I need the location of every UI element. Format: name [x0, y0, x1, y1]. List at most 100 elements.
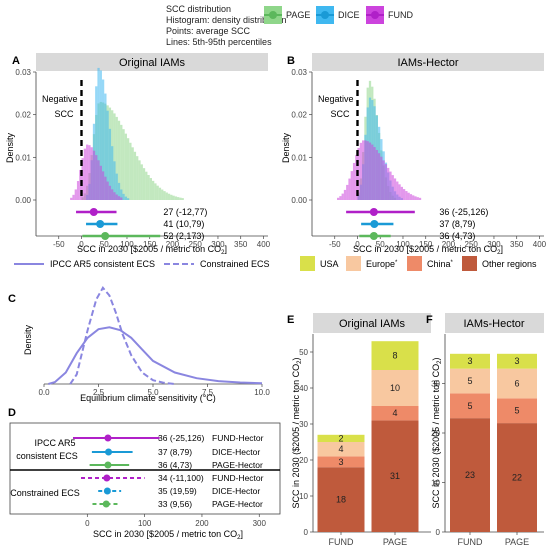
panel-label-c: C	[8, 293, 16, 305]
region-label-europe-sup: *	[395, 260, 398, 266]
legend-key-page-dot	[269, 11, 277, 19]
hist-bar-fund	[348, 178, 351, 200]
x-tick-label: 300	[487, 240, 501, 249]
hist-bar-fund	[377, 153, 381, 200]
hist-bar-fund	[343, 189, 347, 200]
negative-scc-label: SCC	[330, 109, 350, 119]
panel-f-strip	[445, 313, 544, 333]
region-key-europe	[346, 256, 361, 271]
stack-segment-europe-	[450, 368, 490, 394]
negative-scc-label: SCC	[54, 109, 74, 119]
hist-bar-page	[140, 164, 143, 200]
y-tick-label: 50	[299, 348, 308, 357]
x-tick-label: 300	[211, 240, 225, 249]
category-label: FUND	[329, 537, 354, 547]
summary-label-fund: 27 (-12,77)	[163, 207, 207, 217]
hist-bar-fund	[352, 162, 356, 200]
hist-bar-fund	[339, 196, 342, 200]
hist-bar-fund	[364, 140, 367, 200]
hist-bar-fund	[389, 171, 392, 200]
panel-e-title: Original IAMs	[339, 318, 406, 330]
row-model-label: FUND-Hector	[212, 433, 264, 443]
x-tick-label: 250	[189, 240, 203, 249]
panel-e-ylabel-end: )	[291, 358, 301, 361]
panel-b-strip	[312, 53, 544, 71]
mean-point-fund	[89, 208, 98, 216]
panel-f-ylabel: SCC in 2030 ($2005 / metric ton CO2)	[431, 358, 443, 509]
x-tick-label: 10.0	[254, 388, 270, 397]
region-label-china: China*	[427, 259, 454, 269]
region-label-china-sup: *	[451, 260, 454, 266]
mean-point-fund-hector	[104, 434, 112, 442]
ipcc-ecs-line	[48, 326, 263, 385]
category-label: PAGE	[505, 537, 529, 547]
hist-bar-fund	[70, 197, 73, 200]
top-legend: SCC distribution Histogram: density dist…	[166, 4, 287, 47]
x-tick-label: 200	[442, 240, 456, 249]
stack-segment-usa	[497, 353, 537, 369]
x-tick-label: 250	[465, 240, 479, 249]
legend-label-page: PAGE	[286, 10, 310, 20]
mean-point-page	[369, 232, 378, 240]
summary-label-dice: 37 (8,79)	[439, 219, 475, 229]
hist-bar-fund	[362, 140, 365, 200]
hist-bar-page	[113, 113, 116, 200]
region-key-china	[407, 256, 422, 271]
segment-value-label: 8	[392, 351, 397, 361]
legend-c-solid-label: IPCC AR5 consistent ECS	[50, 259, 155, 269]
x-tick-label: 150	[419, 240, 433, 249]
x-tick-label: 2.5	[93, 388, 105, 397]
hist-bar-fund	[101, 171, 105, 200]
stack-segment-usa	[317, 434, 365, 442]
hist-bar-page	[165, 192, 168, 200]
hist-bar-fund	[350, 171, 353, 200]
hist-bar-fund	[398, 184, 401, 200]
y-tick-label: 0.03	[291, 68, 307, 77]
plot-background	[36, 72, 268, 236]
segment-value-label: 3	[467, 356, 472, 366]
segment-value-label: 31	[390, 471, 400, 481]
hist-bar-page	[147, 175, 150, 200]
hist-bar-dice	[106, 110, 109, 200]
x-tick-label: 0	[355, 240, 360, 249]
x-tick-label: 0.0	[38, 388, 50, 397]
region-key-usa	[300, 256, 315, 271]
y-tick-label: 20	[431, 429, 440, 438]
legend-label-dice: DICE	[338, 10, 360, 20]
stack-segment-usa	[371, 341, 419, 370]
mean-point-page-hector	[104, 461, 112, 469]
summary-label-page: 52 (2,173)	[163, 231, 204, 241]
hist-bar-fund	[108, 185, 112, 200]
hist-bar-dice	[115, 173, 118, 200]
y-tick-label: 10	[299, 492, 308, 501]
hist-bar-fund	[391, 175, 394, 200]
hist-bar-page	[170, 194, 173, 200]
category-label: PAGE	[383, 537, 407, 547]
panel-e-strip	[313, 313, 431, 333]
x-tick-label: 5.0	[147, 388, 159, 397]
region-legend: USA Europe* China* Other regions	[300, 256, 537, 271]
row-model-label: FUND-Hector	[212, 473, 264, 483]
hist-bar-page	[129, 142, 132, 200]
hist-bar-dice	[97, 67, 100, 200]
y-tick-label: 0.01	[15, 153, 31, 162]
stack-segment-europe-	[371, 370, 419, 406]
hist-bar-fund	[405, 191, 408, 200]
panel-label-d: D	[8, 407, 16, 419]
hist-bar-dice	[126, 198, 130, 200]
legend-key-dice-dot	[321, 11, 329, 19]
x-tick-label: 300	[253, 519, 267, 528]
hist-bar-fund	[92, 150, 96, 200]
hist-bar-fund	[120, 197, 123, 200]
hist-bar-fund	[355, 154, 358, 200]
x-tick-label: 350	[234, 240, 248, 249]
panel-f-title: IAMs-Hector	[463, 318, 524, 330]
panel-e-ylabel-sub: 2	[297, 360, 303, 364]
panel-c-xlabel: Equilibrium climate sensitivity (°C)	[80, 393, 216, 403]
panel-label-e: E	[287, 314, 294, 326]
x-tick-label: 0	[79, 240, 84, 249]
panel-a-strip	[36, 53, 268, 71]
panel-f-plot: 0 10 20 30 23 5 5 3 FUND 22 5 6 3 PAGE	[431, 334, 544, 547]
